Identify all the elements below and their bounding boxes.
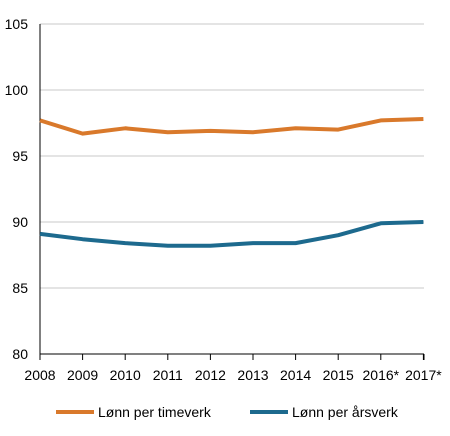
data-point-1-2013 [251, 241, 255, 245]
data-point-1-2016* [379, 221, 383, 225]
x-tick-label-2013: 2013 [237, 367, 268, 383]
data-point-0-2009 [81, 132, 85, 136]
y-tick-label-95: 95 [12, 148, 28, 164]
y-tick-labels: 80 85 90 95 100 105 [5, 16, 29, 362]
data-point-1-2017* [421, 220, 425, 224]
data-point-0-2015 [336, 128, 340, 132]
data-point-1-2011 [166, 244, 170, 248]
data-point-0-2008 [38, 118, 42, 122]
y-tick-label-80: 80 [12, 346, 28, 362]
x-tick-label-2010: 2010 [110, 367, 141, 383]
x-tick-label-2015: 2015 [323, 367, 354, 383]
series-line-0 [39, 117, 424, 136]
x-tick-label-2009: 2009 [67, 367, 98, 383]
data-point-0-2011 [166, 130, 170, 134]
y-tick-label-105: 105 [5, 16, 29, 32]
y-tick-label-90: 90 [12, 214, 28, 230]
legend-label-0: Lønn per timeverk [98, 404, 212, 420]
data-point-0-2010 [123, 126, 127, 130]
x-tick-label-2011: 2011 [153, 367, 183, 383]
x-tick-label-2017*: 2017* [405, 367, 442, 383]
data-point-0-2017* [421, 117, 425, 121]
series-group [38, 117, 425, 248]
data-point-0-2012 [208, 129, 212, 133]
legend-label-1: Lønn per årsverk [292, 404, 399, 420]
data-point-0-2014 [294, 126, 298, 130]
y-tick-label-100: 100 [5, 82, 29, 98]
gridlines [40, 23, 424, 289]
legend: Lønn per timeverk Lønn per årsverk [56, 404, 399, 420]
data-point-0-2013 [251, 130, 255, 134]
data-point-1-2008 [38, 232, 42, 236]
data-point-1-2014 [294, 241, 298, 245]
x-tick-label-2016*: 2016* [363, 367, 400, 383]
data-point-1-2009 [81, 237, 85, 241]
data-point-0-2016* [379, 118, 383, 122]
x-tick-label-2012: 2012 [195, 367, 226, 383]
data-point-1-2010 [123, 241, 127, 245]
data-point-1-2015 [336, 233, 340, 237]
axes [39, 24, 425, 360]
x-tick-label-2008: 2008 [24, 367, 55, 383]
data-point-1-2012 [208, 244, 212, 248]
y-tick-label-85: 85 [12, 280, 28, 296]
series-line-1 [39, 220, 424, 248]
x-tick-labels: 2008 2009 2010 2011 2012 2013 2014 2015 2016* 201… [24, 367, 442, 383]
x-tick-label-2014: 2014 [280, 367, 311, 383]
